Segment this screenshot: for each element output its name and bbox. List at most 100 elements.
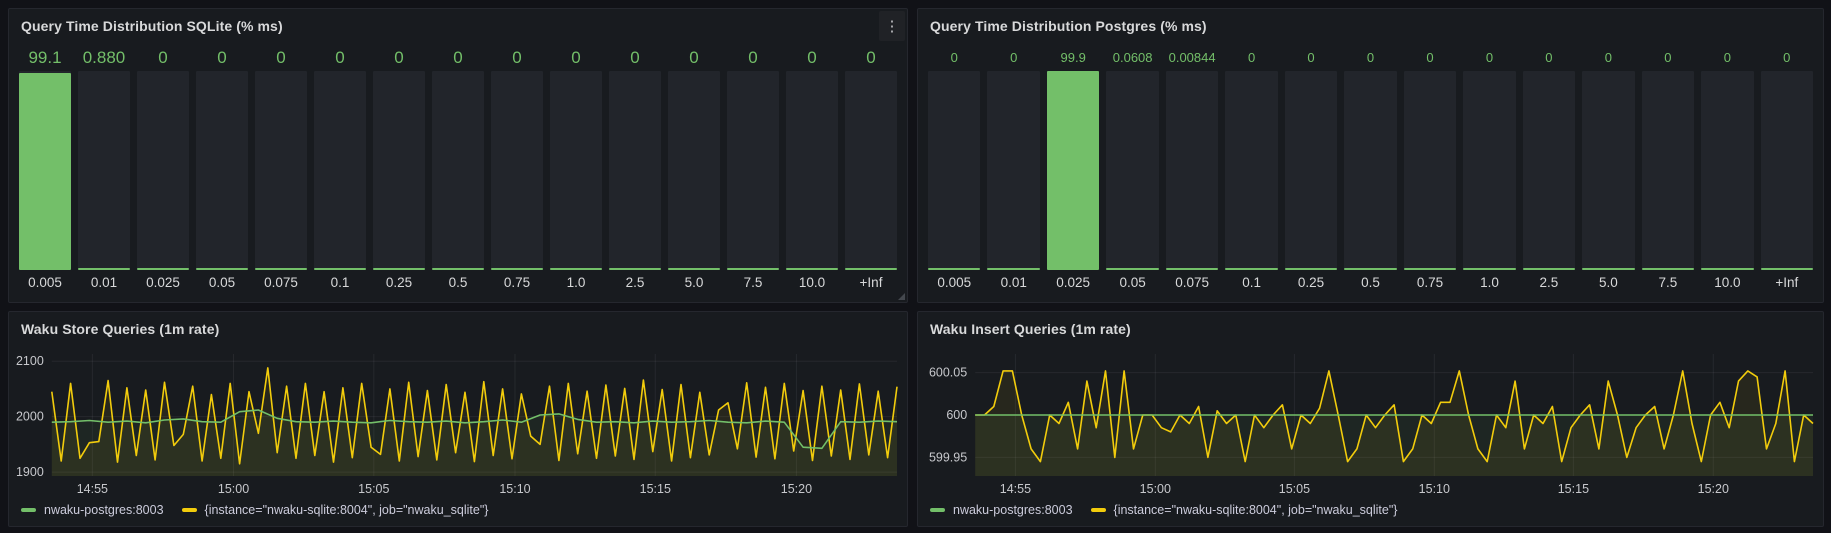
timeseries-chart[interactable]: 600.05 600 599.95 14:55 15:00 15:05 15:10 15:15… [918, 346, 1823, 500]
bar-bucket-label: 10.0 [1714, 275, 1741, 290]
histogram-bar[interactable] [491, 71, 543, 270]
histogram-bar-column: 0 0.05 [196, 45, 248, 294]
histogram-bar[interactable] [845, 71, 897, 270]
bar-bucket-label: 0.025 [1056, 275, 1091, 290]
series-area-fill [975, 415, 1813, 476]
bar-value-label: 0 [1307, 50, 1315, 65]
histogram-bar[interactable] [255, 71, 307, 270]
legend-series-label: {instance="nwaku-sqlite:8004", job="nwak… [204, 503, 489, 517]
series-line [51, 409, 898, 450]
histogram-bar[interactable] [786, 71, 838, 270]
bar-value-label: 0 [276, 48, 286, 67]
histogram-bar-fill [1403, 268, 1457, 270]
legend-item[interactable]: nwaku-postgres:8003 [21, 503, 164, 517]
histogram-bar[interactable] [1165, 71, 1219, 270]
histogram-bar[interactable] [1046, 71, 1100, 270]
histogram-bar-fill [314, 268, 366, 270]
bar-bucket-label: 0.05 [1119, 275, 1146, 290]
histogram-bar-fill [19, 72, 71, 270]
histogram-bar[interactable] [987, 71, 1040, 270]
histogram-bar[interactable] [550, 71, 602, 270]
histogram-bar-fill [1225, 268, 1278, 270]
histogram-bar[interactable] [928, 71, 981, 270]
histogram-bar[interactable] [1284, 71, 1338, 270]
histogram-bar-column: 0.880 0.01 [78, 45, 130, 294]
chart-legend: nwaku-postgres:8003 {instance="nwaku-sqli… [918, 500, 1823, 526]
bar-bucket-label: 7.5 [743, 275, 763, 290]
histogram-bar[interactable] [727, 71, 779, 270]
histogram-bar[interactable] [196, 71, 248, 270]
bar-value-label: 0 [950, 50, 958, 65]
bar-bucket-label: 0.25 [385, 275, 413, 290]
histogram-bar[interactable] [373, 71, 425, 270]
panel-menu-button[interactable]: ⋮ [879, 11, 905, 41]
histogram-bar-fill [786, 268, 838, 270]
x-axis-tick-label: 15:05 [1279, 482, 1310, 496]
x-axis-tick-label: 15:20 [1698, 482, 1729, 496]
kebab-icon: ⋮ [884, 17, 900, 35]
x-axis-tick-label: 15:15 [640, 482, 671, 496]
histogram-bar-column: 0 10.0 [786, 45, 838, 294]
panel-header: Waku Store Queries (1m rate) [9, 312, 907, 346]
histogram-bar[interactable] [1225, 71, 1278, 270]
timeseries-canvas[interactable]: 600.05 600 599.95 14:55 15:00 15:05 15:10 15:15… [918, 346, 1823, 500]
timeseries-chart[interactable]: 2100 2000 1900 14:55 15:00 15:05 15:10 15:15 15:… [9, 346, 907, 500]
histogram-bar-column: 0 +Inf [845, 45, 897, 294]
histogram-bar[interactable] [1582, 71, 1635, 270]
histogram-bar-fill [1701, 268, 1754, 270]
histogram-bar-fill [668, 268, 720, 270]
bar-value-label: 0.0608 [1112, 50, 1153, 65]
histogram-bar[interactable] [19, 71, 71, 270]
legend-item[interactable]: nwaku-postgres:8003 [930, 503, 1073, 517]
series-area-fill [51, 367, 898, 476]
panel-title[interactable]: Query Time Distribution Postgres (% ms) [930, 18, 1207, 34]
panel-title[interactable]: Waku Store Queries (1m rate) [21, 321, 220, 337]
histogram-bar[interactable] [1701, 71, 1754, 270]
histogram-bar-fill [1046, 71, 1100, 270]
histogram-bar[interactable] [432, 71, 484, 270]
panel-title[interactable]: Waku Insert Queries (1m rate) [930, 321, 1131, 337]
histogram-bar-fill [1463, 268, 1516, 270]
histogram-bar[interactable] [1522, 71, 1576, 270]
legend-item[interactable]: {instance="nwaku-sqlite:8004", job="nwak… [1090, 503, 1397, 517]
bar-bucket-label: 0.5 [1361, 275, 1380, 290]
bar-value-label: 99.1 [28, 48, 62, 67]
histogram-bar-column: 0 0.5 [1344, 45, 1397, 294]
x-axis-tick-label: 15:00 [218, 482, 249, 496]
histogram-bar-fill [1582, 268, 1635, 270]
histogram-bar-column: 0 0.75 [491, 45, 543, 294]
histogram-bar-fill [609, 268, 661, 270]
histogram-bar-fill [196, 268, 248, 270]
timeseries-canvas[interactable]: 2100 2000 1900 14:55 15:00 15:05 15:10 15:15 15:… [9, 346, 907, 500]
legend-series-label: nwaku-postgres:8003 [953, 503, 1073, 517]
legend-item[interactable]: {instance="nwaku-sqlite:8004", job="nwak… [181, 503, 489, 517]
histogram-bar[interactable] [314, 71, 366, 270]
x-axis-tick-label: 15:10 [499, 482, 530, 496]
histogram-bar[interactable] [1344, 71, 1397, 270]
bar-bucket-label: 5.0 [1599, 275, 1618, 290]
bar-value-label: 0 [748, 48, 758, 67]
histogram-bar-fill [432, 268, 484, 270]
panel-title[interactable]: Query Time Distribution SQLite (% ms) [21, 18, 283, 34]
histogram-bar-column: 0 +Inf [1760, 45, 1814, 294]
histogram-bar[interactable] [1403, 71, 1457, 270]
histogram-bar[interactable] [78, 71, 130, 270]
legend-series-color-icon [1090, 508, 1106, 512]
x-axis-tick-label: 15:05 [358, 482, 389, 496]
x-axis-tick-label: 15:00 [1140, 482, 1171, 496]
histogram-bar[interactable] [1760, 71, 1814, 270]
panel-resize-handle[interactable] [898, 293, 905, 300]
histogram-bar-column: 0 1.0 [550, 45, 602, 294]
bar-value-label: 99.9 [1060, 50, 1086, 65]
bar-bucket-label: 5.0 [684, 275, 704, 290]
y-axis-tick-label: 1900 [16, 465, 44, 479]
histogram-bar[interactable] [1641, 71, 1695, 270]
histogram-bar[interactable] [137, 71, 189, 270]
bar-value-label: 0 [1010, 50, 1018, 65]
histogram-bar[interactable] [1463, 71, 1516, 270]
histogram-bar[interactable] [668, 71, 720, 270]
histogram-bar[interactable] [609, 71, 661, 270]
bar-bucket-label: 1.0 [1480, 275, 1499, 290]
histogram-bar[interactable] [1106, 71, 1159, 270]
bar-value-label: 0 [807, 48, 817, 67]
